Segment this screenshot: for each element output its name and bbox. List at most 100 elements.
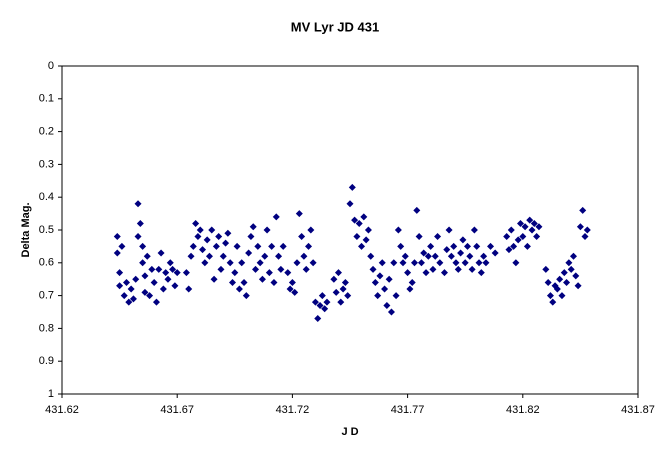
point — [477, 269, 485, 277]
point — [314, 315, 322, 323]
point — [572, 272, 580, 280]
y-axis-title: Delta Mag. — [20, 202, 32, 257]
point — [318, 292, 326, 300]
point — [411, 259, 419, 267]
point — [505, 246, 513, 254]
point — [413, 206, 421, 214]
point — [261, 252, 269, 260]
point — [134, 200, 142, 208]
point — [468, 265, 476, 273]
point — [436, 259, 444, 267]
x-axis-title: J D — [341, 426, 358, 438]
point — [457, 249, 465, 257]
point — [376, 272, 384, 280]
point — [268, 242, 276, 250]
y-tick-label: 0.8 — [39, 322, 54, 334]
point — [581, 233, 589, 241]
point — [150, 278, 158, 286]
point — [406, 285, 414, 293]
y-tick-label: 0.7 — [39, 290, 54, 302]
y-tick-label: 1 — [48, 388, 54, 400]
point — [240, 278, 248, 286]
point — [339, 285, 347, 293]
point — [383, 301, 391, 309]
point — [291, 288, 299, 296]
point — [231, 269, 239, 277]
point — [300, 252, 308, 260]
point — [152, 298, 160, 306]
point — [567, 265, 575, 273]
point — [217, 265, 225, 273]
point — [196, 226, 204, 234]
point — [187, 252, 195, 260]
point — [199, 246, 207, 254]
point — [298, 233, 306, 241]
chart-title: MV Lyr JD 431 — [291, 19, 379, 34]
point — [127, 285, 135, 293]
point — [245, 249, 253, 257]
point — [332, 288, 340, 296]
point — [528, 226, 536, 234]
point — [316, 301, 324, 309]
point — [337, 298, 345, 306]
point — [309, 259, 317, 267]
point — [123, 278, 131, 286]
point — [129, 295, 137, 303]
point — [305, 242, 313, 250]
point — [224, 229, 232, 237]
y-tick-label: 0.2 — [39, 126, 54, 138]
point — [549, 298, 557, 306]
point — [311, 298, 319, 306]
point — [235, 285, 243, 293]
plot-area — [61, 65, 639, 395]
point — [277, 265, 285, 273]
point — [293, 259, 301, 267]
point — [141, 272, 149, 280]
point — [429, 265, 437, 273]
point — [454, 265, 462, 273]
point — [475, 259, 483, 267]
point — [284, 269, 292, 277]
point — [556, 275, 564, 283]
point — [228, 278, 236, 286]
y-tick-label: 0.5 — [39, 224, 54, 236]
point — [385, 275, 393, 283]
point — [136, 219, 144, 227]
point — [146, 292, 154, 300]
point — [576, 223, 584, 231]
point — [404, 269, 412, 277]
point — [226, 259, 234, 267]
point — [434, 233, 442, 241]
point — [583, 226, 591, 234]
point — [523, 242, 531, 250]
point — [113, 249, 121, 257]
point — [185, 285, 193, 293]
x-tick-label: 431.62 — [45, 404, 79, 416]
x-tick-label: 431.67 — [160, 404, 194, 416]
point — [503, 233, 511, 241]
point — [452, 259, 460, 267]
point — [445, 226, 453, 234]
point — [194, 233, 202, 241]
y-tick-label: 0.6 — [39, 257, 54, 269]
point — [381, 285, 389, 293]
point — [148, 265, 156, 273]
point — [558, 292, 566, 300]
point — [341, 278, 349, 286]
point — [210, 275, 218, 283]
point — [491, 249, 499, 257]
point — [560, 269, 568, 277]
point — [371, 278, 379, 286]
point — [408, 278, 416, 286]
point — [155, 265, 163, 273]
point — [461, 259, 469, 267]
point — [369, 265, 377, 273]
point — [263, 226, 271, 234]
point — [353, 233, 361, 241]
point — [205, 252, 213, 260]
point — [334, 269, 342, 277]
point — [272, 213, 280, 221]
point — [219, 252, 227, 260]
x-tick-label: 431.87 — [621, 404, 655, 416]
